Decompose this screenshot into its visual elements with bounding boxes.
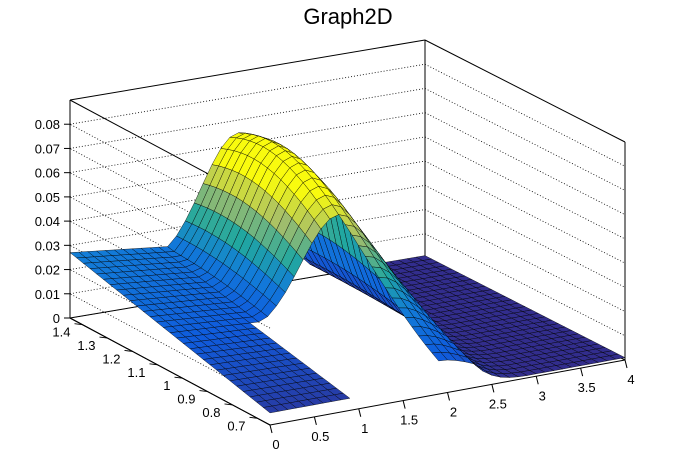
surface-cell (608, 353, 626, 360)
z-tick-label: 0.06 (35, 166, 60, 181)
grid-line (69, 88, 426, 149)
grid-line (69, 172, 271, 281)
grid-line (69, 220, 271, 329)
z-tick-label: 0.01 (35, 287, 60, 302)
y-tick-label: 1 (163, 378, 170, 393)
x-tick-label: 1 (361, 421, 368, 436)
y-tick-label: 0.7 (227, 418, 245, 433)
x-tick-label: 3 (539, 388, 546, 403)
z-tick-label: 0.08 (35, 117, 60, 132)
grid-line (424, 63, 626, 167)
grid-line (69, 269, 271, 377)
z-tick-label: 0.03 (35, 238, 60, 253)
box-edge (424, 39, 626, 143)
x-tick-mark (447, 392, 450, 401)
z-tick-label: 0 (53, 311, 60, 326)
y-tick-mark (99, 336, 108, 339)
box-edge (69, 39, 426, 101)
grid-line (424, 88, 626, 191)
grid-line (424, 160, 626, 264)
chart-title: Graph2D (303, 4, 393, 29)
y-tick-mark (199, 390, 208, 393)
y-tick-label: 1.2 (102, 351, 120, 366)
grid-line (69, 123, 271, 232)
y-tick-label: 1.3 (77, 338, 95, 353)
y-tick-mark (124, 349, 133, 352)
surface-mesh (69, 132, 626, 414)
x-tick-label: 3.5 (578, 380, 596, 395)
grid-line (69, 293, 271, 402)
x-tick-label: 4 (627, 372, 634, 387)
z-tick-label: 0.05 (35, 190, 60, 205)
z-tick-label: 0.07 (35, 141, 60, 156)
z-tick-label: 0.02 (35, 263, 60, 278)
y-tick-label: 1.1 (127, 365, 145, 380)
y-tick-mark (74, 323, 83, 326)
y-tick-mark (249, 416, 258, 419)
surface-cell (333, 392, 351, 401)
x-tick-mark (313, 416, 317, 425)
x-tick-mark (624, 359, 628, 369)
grid-line (69, 148, 271, 256)
box-edge (69, 317, 271, 426)
grid-line (69, 196, 271, 305)
x-tick-mark (402, 400, 406, 409)
x-tick-mark (580, 368, 584, 377)
z-tick-label: 0.04 (35, 214, 60, 229)
y-tick-mark (174, 376, 183, 379)
x-tick-mark (535, 376, 539, 385)
grid-line (424, 112, 626, 216)
grid-line (424, 136, 626, 240)
x-tick-mark (491, 384, 495, 393)
x-tick-mark (269, 424, 273, 434)
y-tick-mark (149, 363, 158, 366)
y-tick-label: 1.4 (52, 325, 70, 340)
y-tick-mark (224, 403, 233, 406)
y-tick-label: 0.9 (177, 392, 195, 407)
grid-line (69, 63, 426, 125)
x-tick-label: 1.5 (400, 413, 418, 428)
y-tick-label: 0.8 (202, 405, 220, 420)
x-tick-label: 0 (272, 437, 279, 452)
axis-ticks: 00.511.522.533.540.70.80.911.11.21.31.40… (35, 100, 635, 452)
x-tick-label: 2 (450, 405, 457, 420)
x-tick-label: 0.5 (311, 429, 329, 444)
x-tick-label: 2.5 (489, 396, 507, 411)
x-tick-mark (358, 408, 362, 417)
